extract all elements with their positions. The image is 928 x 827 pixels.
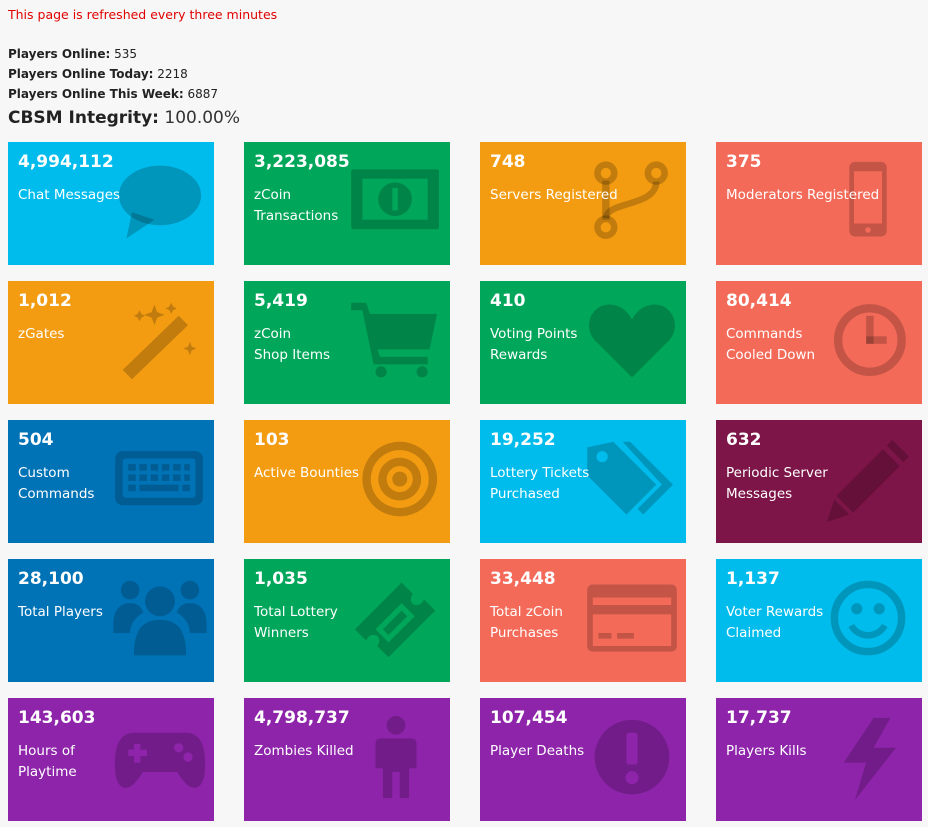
banknote-icon	[348, 160, 444, 244]
tile-label: zGates	[18, 326, 65, 342]
tile-label: Voter Rewards Claimed	[726, 604, 824, 641]
tile-label: Commands Cooled Down	[726, 326, 816, 363]
tile-label: Player Deaths	[490, 743, 585, 759]
stat-tile-banknote[interactable]: 3,223,085 zCoin Transactions	[244, 142, 450, 265]
stat-tile-tags[interactable]: 19,252 Lottery Tickets Purchased	[480, 420, 686, 543]
tile-value: 4,798,737	[254, 708, 350, 728]
stat-tile-bullseye[interactable]: 103 Active Bounties	[244, 420, 450, 543]
players-online-stat: Players Online: 535	[8, 47, 137, 61]
bullseye-icon	[348, 438, 444, 522]
tile-label: Zombies Killed	[254, 743, 354, 759]
mobile-phone-icon	[820, 160, 916, 244]
stat-tile-exclamation-circle[interactable]: 107,454 Player Deaths	[480, 698, 686, 821]
stat-tile-shopping-cart[interactable]: 5,419 zCoin Shop Items	[244, 281, 450, 404]
stat-tiles-grid: 4,994,112 Chat Messages 3,223,085 zCoin Tra…	[8, 142, 922, 821]
integrity-label: CBSM Integrity:	[8, 108, 159, 128]
stat-label: Players Online Today:	[8, 67, 154, 81]
users-icon	[112, 577, 208, 661]
tile-value: 33,448	[490, 569, 556, 589]
stat-tile-credit-card[interactable]: 33,448 Total zCoin Purchases	[480, 559, 686, 682]
tile-value: 28,100	[18, 569, 84, 589]
tile-label: Lottery Tickets Purchased	[490, 465, 590, 502]
integrity-value: 100.00%	[164, 108, 241, 128]
tile-value: 103	[254, 430, 290, 450]
integrity-stat: CBSM Integrity: 100.00%	[8, 108, 240, 128]
tile-value: 107,454	[490, 708, 568, 728]
clock-icon	[820, 299, 916, 383]
chat-bubble-icon	[112, 160, 208, 244]
tile-value: 410	[490, 291, 526, 311]
tile-value: 504	[18, 430, 54, 450]
tile-value: 632	[726, 430, 762, 450]
stat-tile-magic-wand[interactable]: 1,012 zGates	[8, 281, 214, 404]
stat-tile-clock[interactable]: 80,414 Commands Cooled Down	[716, 281, 922, 404]
gamepad-icon	[112, 716, 208, 800]
tile-value: 4,994,112	[18, 152, 114, 172]
stat-tile-chat-bubble[interactable]: 4,994,112 Chat Messages	[8, 142, 214, 265]
tile-value: 1,137	[726, 569, 780, 589]
stat-tile-mobile-phone[interactable]: 375 Moderators Registered	[716, 142, 922, 265]
stat-tile-gamepad[interactable]: 143,603 Hours of Playtime	[8, 698, 214, 821]
players-online-week-stat: Players Online This Week: 6887	[8, 87, 218, 101]
tile-label: Custom Commands	[18, 465, 95, 502]
stat-tile-lightning-bolt[interactable]: 17,737 Players Kills	[716, 698, 922, 821]
tile-label: Periodic Server Messages	[726, 465, 828, 502]
stat-tile-person[interactable]: 4,798,737 Zombies Killed	[244, 698, 450, 821]
tile-label: Total Players	[18, 604, 103, 620]
tile-label: Active Bounties	[254, 465, 360, 481]
tile-label: Chat Messages	[18, 187, 121, 203]
tile-value: 1,012	[18, 291, 72, 311]
stat-tile-users[interactable]: 28,100 Total Players	[8, 559, 214, 682]
heart-icon	[584, 299, 680, 383]
smile-icon	[820, 577, 916, 661]
tile-value: 143,603	[18, 708, 96, 728]
stat-label: Players Online This Week:	[8, 87, 184, 101]
tile-value: 17,737	[726, 708, 792, 728]
exclamation-circle-icon	[584, 716, 680, 800]
code-fork-icon	[584, 160, 680, 244]
players-online-today-stat: Players Online Today: 2218	[8, 67, 188, 81]
stat-tile-heart[interactable]: 410 Voting Points Rewards	[480, 281, 686, 404]
stat-tile-pencil[interactable]: 632 Periodic Server Messages	[716, 420, 922, 543]
credit-card-icon	[584, 577, 680, 661]
magic-wand-icon	[112, 299, 208, 383]
keyboard-icon	[112, 438, 208, 522]
ticket-icon	[348, 577, 444, 661]
tile-value: 1,035	[254, 569, 308, 589]
stat-tile-ticket[interactable]: 1,035 Total Lottery Winners	[244, 559, 450, 682]
stat-tile-keyboard[interactable]: 504 Custom Commands	[8, 420, 214, 543]
tags-icon	[584, 438, 680, 522]
lightning-bolt-icon	[820, 716, 916, 800]
tile-label: Players Kills	[726, 743, 807, 759]
tile-label: zCoin Shop Items	[254, 326, 331, 363]
stat-tile-code-fork[interactable]: 748 Servers Registered	[480, 142, 686, 265]
person-icon	[348, 716, 444, 800]
tile-value: 5,419	[254, 291, 308, 311]
tile-label: Servers Registered	[490, 187, 618, 203]
tile-value: 748	[490, 152, 526, 172]
tile-label: Moderators Registered	[726, 187, 880, 203]
pencil-icon	[820, 438, 916, 522]
tile-value: 375	[726, 152, 762, 172]
tile-value: 3,223,085	[254, 152, 350, 172]
shopping-cart-icon	[348, 299, 444, 383]
stat-value: 535	[114, 47, 138, 61]
tile-label: Total zCoin Purchases	[490, 604, 563, 641]
tile-value: 19,252	[490, 430, 556, 450]
tile-value: 80,414	[726, 291, 792, 311]
stat-tile-smile[interactable]: 1,137 Voter Rewards Claimed	[716, 559, 922, 682]
refresh-notice: This page is refreshed every three minut…	[8, 7, 278, 22]
stat-label: Players Online:	[8, 47, 111, 61]
tile-label: Total Lottery Winners	[254, 604, 338, 641]
tile-label: Hours of Playtime	[18, 743, 77, 780]
tile-label: zCoin Transactions	[254, 187, 339, 224]
stat-value: 6887	[187, 87, 219, 101]
tile-label: Voting Points Rewards	[490, 326, 578, 363]
stat-value: 2218	[157, 67, 188, 81]
